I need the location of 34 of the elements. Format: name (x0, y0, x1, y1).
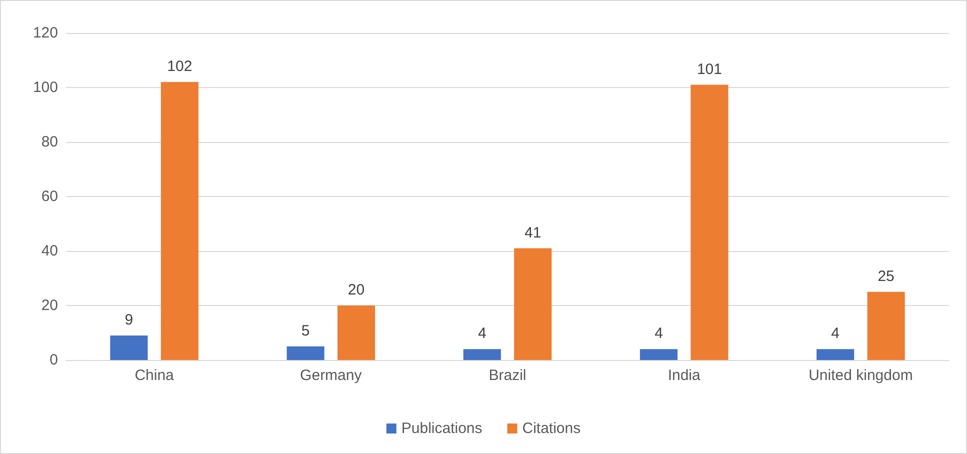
y-tick-label: 20 (41, 297, 58, 314)
data-label: 4 (831, 325, 840, 342)
bar (816, 349, 854, 360)
bar (160, 82, 198, 360)
data-label: 5 (301, 322, 310, 340)
data-label: 101 (696, 60, 722, 78)
y-tick-label: 80 (41, 134, 58, 150)
y-tick-label: 120 (32, 24, 58, 42)
x-tick-label: China (134, 367, 175, 384)
x-tick-label: Brazil (488, 367, 526, 384)
bar (640, 349, 678, 360)
y-tick-label: 60 (41, 188, 58, 205)
bar (514, 248, 552, 360)
data-label: 4 (654, 325, 663, 342)
bar (337, 306, 376, 360)
y-tick-label: 100 (32, 79, 58, 96)
legend-label: Publications (401, 420, 482, 437)
bar (286, 346, 324, 360)
data-label: 20 (348, 282, 365, 298)
x-tick-label: India (668, 367, 702, 384)
data-label: 25 (878, 268, 894, 285)
bar (867, 292, 905, 360)
legend-label: Citations (522, 420, 581, 437)
bar (110, 335, 148, 360)
x-tick-label: United kingdom (808, 367, 913, 384)
y-tick-label: 0 (50, 352, 58, 368)
bar (690, 84, 728, 360)
data-label: 4 (478, 325, 486, 342)
bar (463, 349, 501, 360)
data-label: 41 (524, 224, 542, 242)
y-tick-label: 40 (41, 242, 58, 260)
x-tick-label: Germany (300, 367, 362, 384)
data-label: 9 (124, 311, 134, 328)
data-label: 102 (167, 58, 192, 76)
